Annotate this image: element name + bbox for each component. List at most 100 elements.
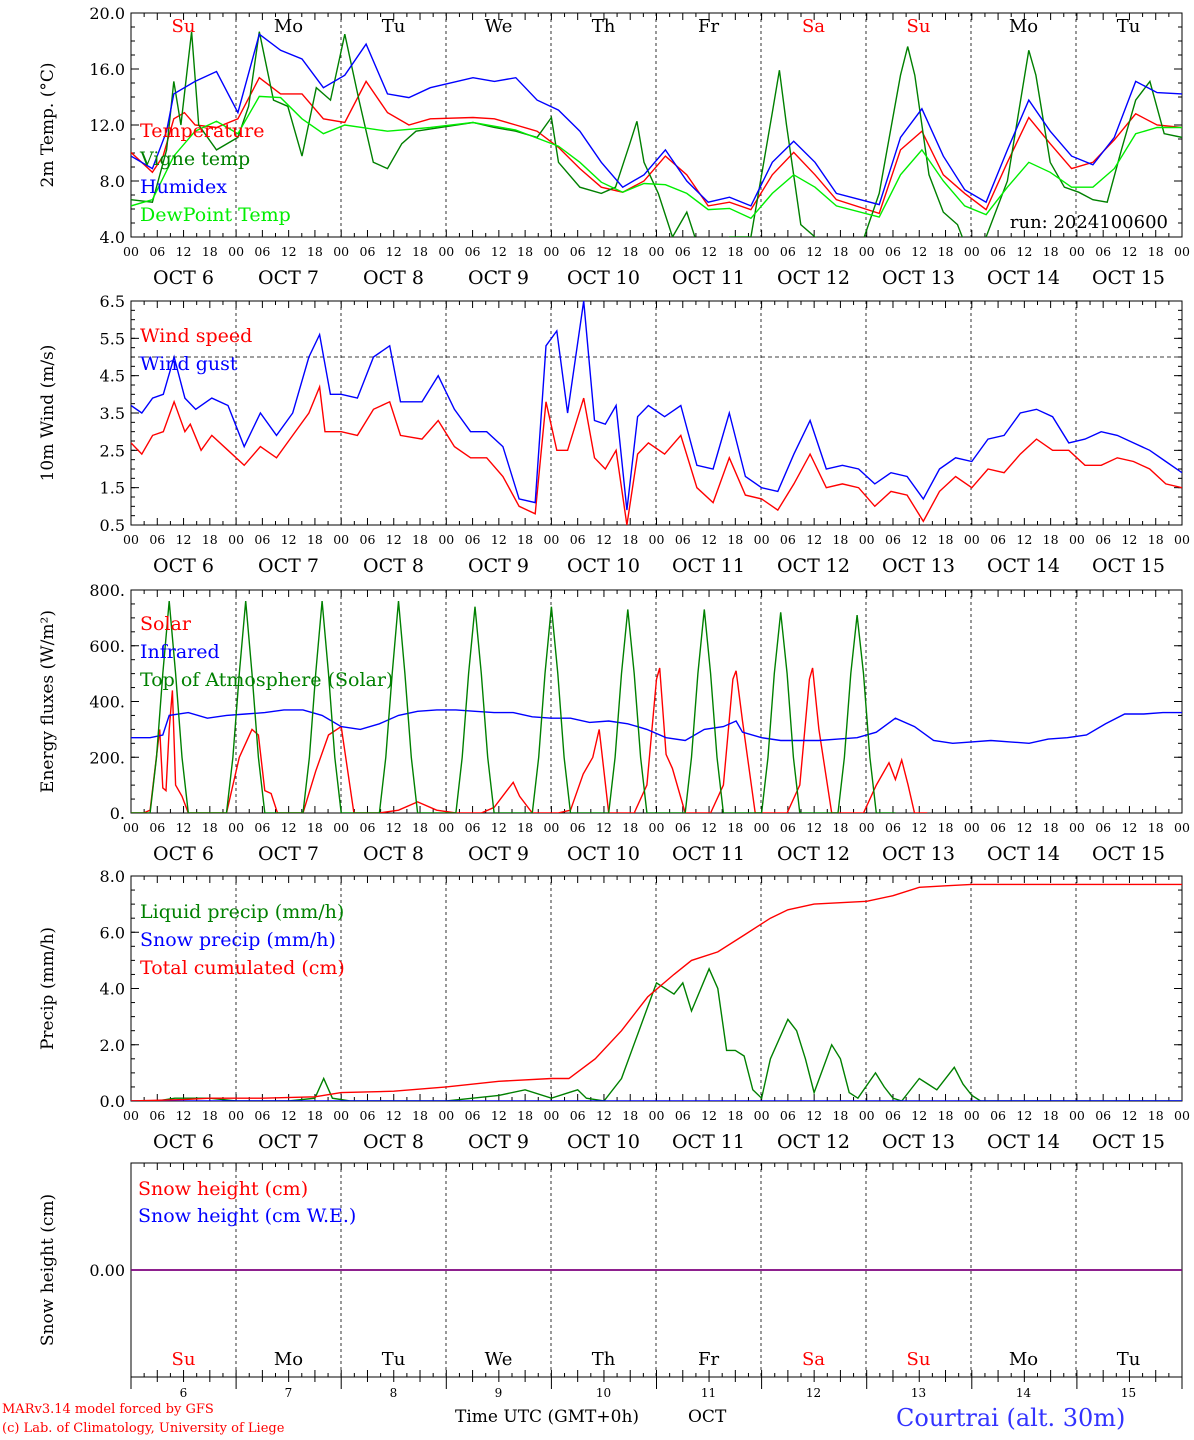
date-label: OCT 15	[1092, 555, 1165, 577]
hour-label: 18	[1043, 1108, 1059, 1123]
day-name-label: Tu	[382, 16, 406, 37]
month-label: OCT	[688, 1407, 727, 1427]
hour-label: 12	[596, 244, 612, 259]
hour-label: 06	[780, 820, 796, 835]
hour-label: 18	[1043, 532, 1059, 547]
date-label: OCT 8	[363, 555, 424, 577]
y-axis-title: Precip (mm/h)	[38, 927, 58, 1050]
panel-5: 0.00 Snow height (cm) Snow height (cm) Snow…	[38, 1162, 1183, 1400]
hour-label: 12	[1121, 532, 1137, 547]
hour-label: 12	[491, 1108, 507, 1123]
hour-label: 12	[911, 820, 927, 835]
day-name-label: Tu	[1117, 16, 1141, 37]
hour-label: 18	[832, 244, 848, 259]
hour-label: 06	[570, 244, 586, 259]
hour-label: 06	[149, 244, 165, 259]
hour-label: 12	[911, 532, 927, 547]
hour-label: 18	[1148, 1108, 1164, 1123]
day-name-label: Sa	[802, 16, 825, 37]
hour-label: 00	[543, 1108, 559, 1123]
y-tick-label: 12.0	[89, 116, 125, 135]
hour-label: 06	[885, 244, 901, 259]
date-label: OCT 15	[1092, 1131, 1165, 1153]
hour-label: 12	[386, 820, 402, 835]
date-label: OCT 10	[567, 555, 640, 577]
hour-label: 12	[491, 244, 507, 259]
series-line-temperature	[131, 76, 1182, 215]
hour-label: 12	[701, 532, 717, 547]
hour-label: 18	[202, 244, 218, 259]
hour-label: 06	[990, 532, 1006, 547]
hour-label: 18	[727, 244, 743, 259]
panels-layer: 4.0 8.0 12.0 16.0 20.0 2m Temp. (°C) Temperatu…	[38, 4, 1190, 1400]
hour-label: 12	[701, 820, 717, 835]
hour-label: 00	[649, 820, 665, 835]
y-tick-label: 20.0	[89, 4, 125, 23]
day-number-label: 10	[596, 1386, 611, 1400]
date-label: OCT 9	[468, 267, 529, 289]
y-tick-label: 4.5	[100, 367, 125, 386]
y-tick-label: 16.0	[89, 60, 125, 79]
date-label: OCT 6	[153, 555, 214, 577]
hour-label: 06	[780, 1108, 796, 1123]
date-label: OCT 13	[882, 843, 955, 865]
hour-label: 00	[228, 820, 244, 835]
legend-dewpoint-temp: DewPoint Temp	[140, 204, 291, 226]
date-label: OCT 10	[567, 267, 640, 289]
hour-label: 00	[228, 1108, 244, 1123]
date-label: OCT 15	[1092, 843, 1165, 865]
hour-label: 18	[202, 532, 218, 547]
hour-label: 06	[1095, 244, 1111, 259]
hour-label: 12	[1121, 244, 1137, 259]
hour-label: 12	[281, 244, 297, 259]
date-label: OCT 7	[258, 267, 319, 289]
y-axis-title: Energy fluxes (W/m²)	[38, 610, 58, 793]
hour-label: 12	[176, 1108, 192, 1123]
hour-label: 18	[1148, 532, 1164, 547]
hour-label: 00	[1069, 820, 1085, 835]
hour-label: 00	[859, 1108, 875, 1123]
hour-label: 00	[1174, 1108, 1190, 1123]
hour-label: 06	[149, 532, 165, 547]
hour-label: 06	[465, 244, 481, 259]
hour-label: 12	[386, 532, 402, 547]
hour-label: 06	[675, 820, 691, 835]
hour-label: 00	[228, 532, 244, 547]
hour-label: 00	[754, 1108, 770, 1123]
hour-label: 12	[176, 532, 192, 547]
hour-label: 12	[806, 1108, 822, 1123]
day-name-label: We	[485, 1349, 513, 1370]
series-layer	[131, 601, 1182, 813]
hour-label: 06	[780, 532, 796, 547]
hour-label: 12	[806, 244, 822, 259]
hour-label: 00	[438, 532, 454, 547]
y-tick-label: 4.0	[100, 980, 125, 999]
hour-label: 00	[964, 1108, 980, 1123]
hour-label: 00	[964, 244, 980, 259]
legend-wind-speed: Wind speed	[140, 325, 252, 347]
hour-label: 06	[570, 1108, 586, 1123]
hour-label: 18	[622, 820, 638, 835]
day-name-label: Mo	[1009, 1349, 1038, 1370]
hour-label: 18	[307, 532, 323, 547]
hour-label: 06	[675, 244, 691, 259]
hour-label: 06	[1095, 820, 1111, 835]
hour-label: 06	[885, 820, 901, 835]
hour-label: 00	[859, 820, 875, 835]
legend-snow-height-cm-: Snow height (cm)	[138, 1178, 308, 1200]
hour-label: 18	[832, 532, 848, 547]
hour-label: 00	[1069, 532, 1085, 547]
hour-label: 12	[701, 244, 717, 259]
hour-label: 06	[360, 244, 376, 259]
day-number-label: 8	[390, 1386, 398, 1400]
hour-label: 06	[570, 820, 586, 835]
y-tick-label: 3.5	[100, 404, 125, 423]
y-tick-label: 400.	[89, 693, 125, 712]
date-label: OCT 6	[153, 1131, 214, 1153]
y-tick-label: 0.00	[89, 1261, 125, 1280]
hour-label: 06	[990, 1108, 1006, 1123]
hour-label: 06	[675, 532, 691, 547]
date-label: OCT 12	[777, 1131, 850, 1153]
hour-label: 00	[964, 532, 980, 547]
y-axis-title: Snow height (cm)	[38, 1194, 58, 1346]
